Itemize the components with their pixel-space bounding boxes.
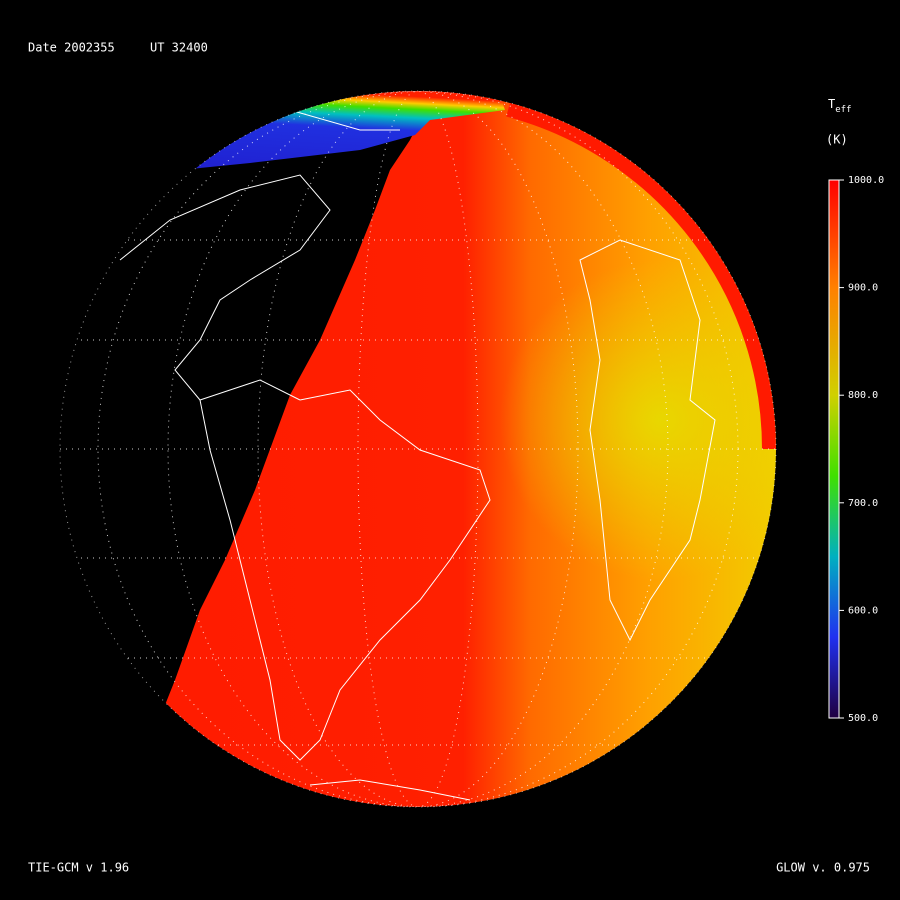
colorbar-title-main: T	[828, 97, 835, 111]
graticule	[60, 91, 776, 807]
colorbar-tick-label: 600.0	[848, 605, 878, 616]
coastlines	[119, 109, 716, 801]
colorbar-tick-label: 700.0	[848, 498, 878, 509]
rim	[60, 91, 776, 807]
colorbar-tick-label: 500.0	[848, 713, 878, 724]
globe	[60, 91, 776, 807]
colorbar-unit: (K)	[826, 133, 848, 147]
ut: UT 32400	[150, 41, 208, 55]
colorbar	[828, 179, 840, 719]
colorbar-ticks: 1000.0 900.0 800.0 700.0 600.0 500.0	[839, 175, 884, 724]
date: Date 2002355	[28, 41, 115, 55]
globe-outline	[59, 90, 777, 808]
colorbar-tick-label: 1000.0	[848, 175, 884, 186]
colorbar-title-sub: eff	[835, 105, 851, 115]
warm-region	[400, 91, 776, 807]
colorbar-tick-label: 800.0	[848, 390, 878, 401]
model-version: TIE-GCM v 1.96	[28, 861, 129, 875]
colorbar-tick-label: 900.0	[848, 283, 878, 294]
colorbar-title: Teff	[828, 97, 852, 115]
glow-version: GLOW v. 0.975	[776, 861, 870, 875]
